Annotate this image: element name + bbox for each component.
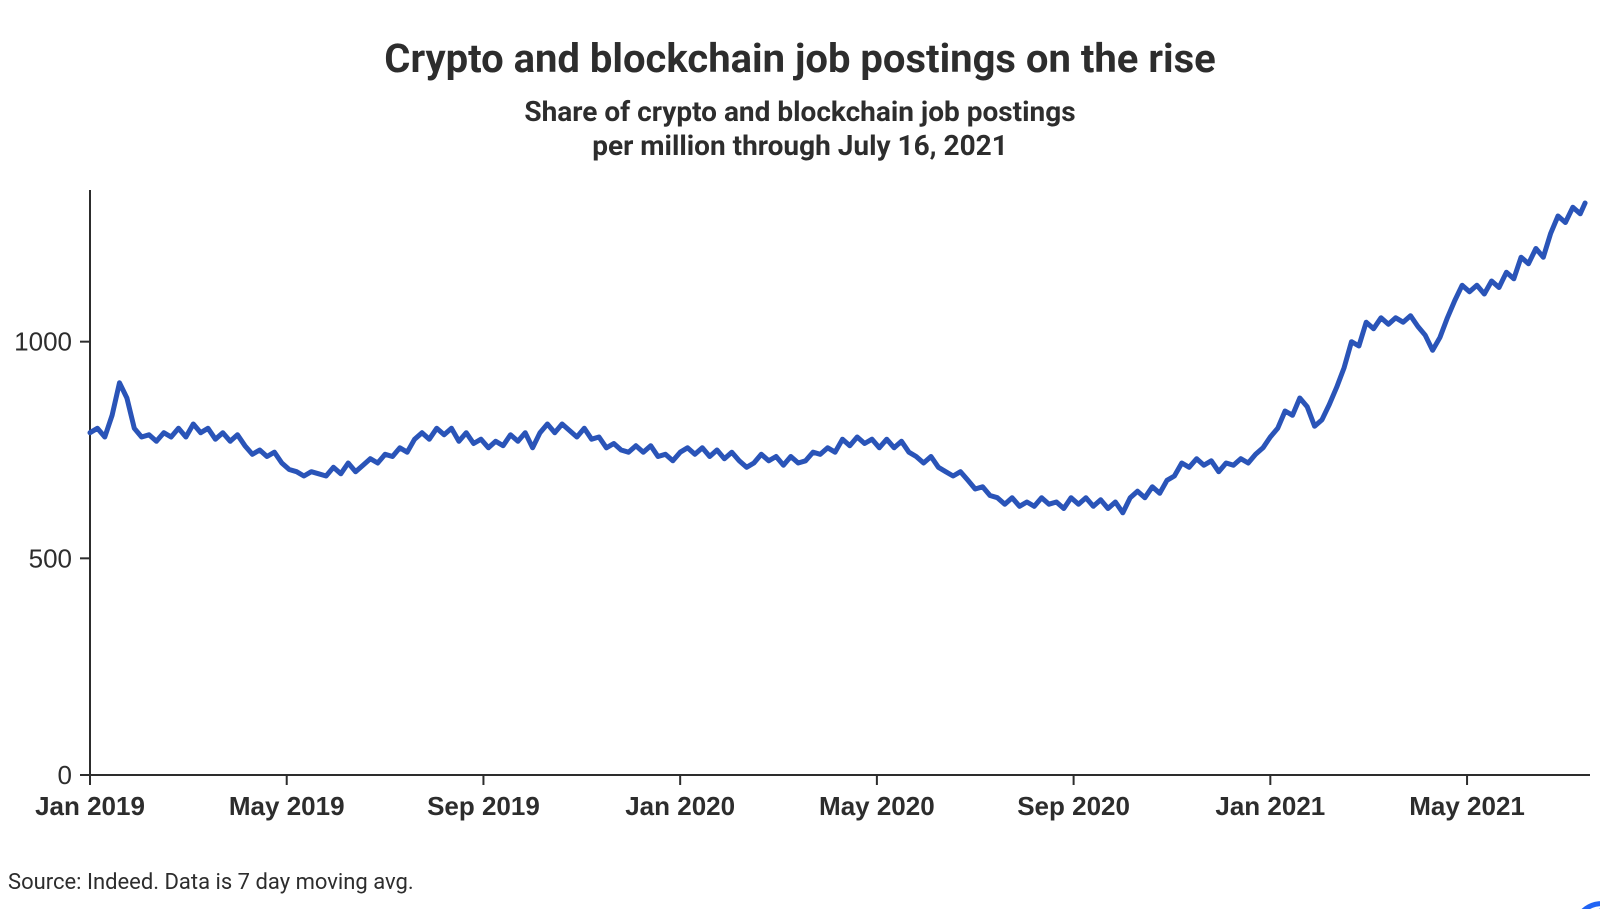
x-tick-label: May 2019: [229, 791, 345, 821]
series-line: [90, 203, 1585, 513]
x-tick-label: Jan 2021: [1215, 791, 1325, 821]
source-text: Source: Indeed. Data is 7 day moving avg…: [8, 870, 414, 895]
chart-container: Crypto and blockchain job postings on th…: [0, 0, 1600, 909]
y-tick-label: 500: [29, 543, 72, 573]
x-tick-label: Jan 2019: [35, 791, 145, 821]
x-tick-label: May 2021: [1409, 791, 1525, 821]
y-tick-label: 1000: [14, 327, 72, 357]
x-tick-label: Jan 2020: [625, 791, 735, 821]
indeed-logo-svg: indeed: [1570, 897, 1600, 909]
x-tick-label: Sep 2019: [427, 791, 540, 821]
chart-plot: 0 500 1000 Jan 2019 May 2019 Sep 2019 Jan 2020…: [0, 0, 1600, 909]
y-tick-label: 0: [58, 760, 72, 790]
x-tick-label: May 2020: [819, 791, 935, 821]
x-tick-label: Sep 2020: [1017, 791, 1130, 821]
